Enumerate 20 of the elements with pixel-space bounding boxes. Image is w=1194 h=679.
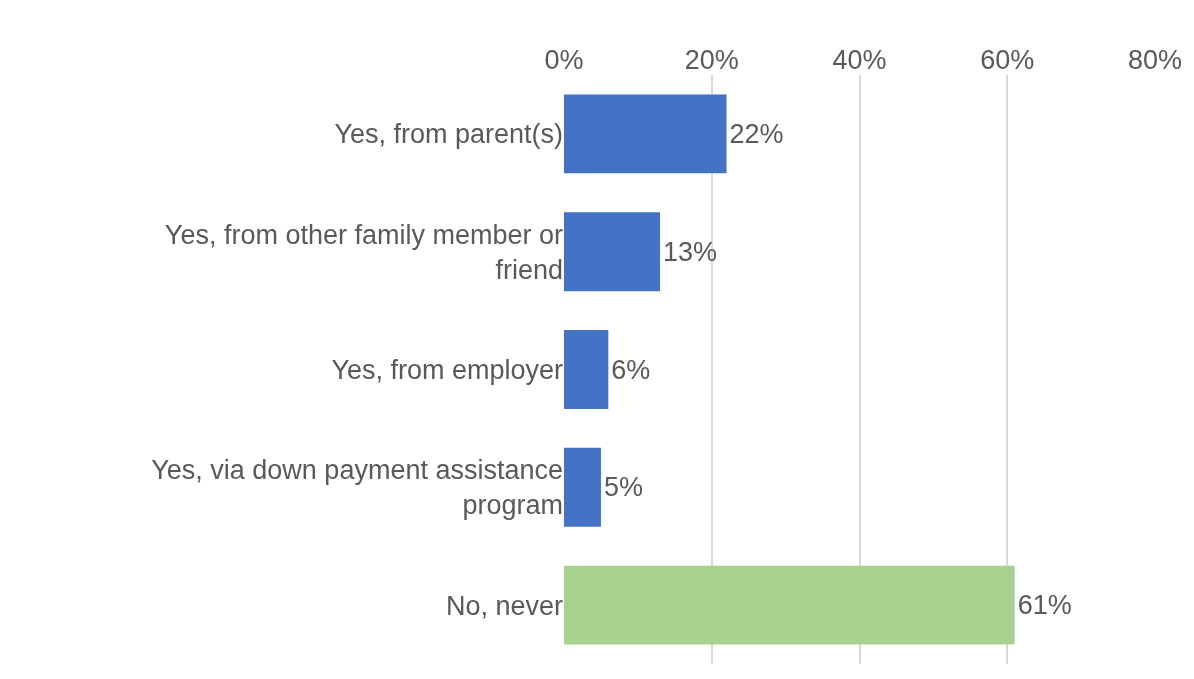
data-label: 13% bbox=[663, 236, 718, 267]
data-label: 6% bbox=[611, 354, 651, 385]
y-tick-label: Yes, from employer bbox=[331, 354, 563, 385]
x-tick-label: 0% bbox=[544, 44, 584, 75]
bar bbox=[564, 94, 727, 174]
bar bbox=[564, 212, 661, 292]
x-tick-label: 40% bbox=[832, 44, 887, 75]
data-label: 5% bbox=[603, 472, 643, 503]
bar bbox=[564, 447, 601, 527]
y-tick-label: Yes, via down payment assistance program bbox=[151, 455, 563, 521]
x-tick-label: 20% bbox=[684, 44, 739, 75]
y-tick-label: No, never bbox=[445, 590, 563, 621]
data-label: 61% bbox=[1017, 590, 1072, 621]
bar bbox=[564, 565, 1015, 645]
data-label: 22% bbox=[729, 118, 784, 149]
y-tick-label: Yes, from other family member or friend bbox=[164, 219, 563, 285]
x-tick-label: 80% bbox=[1127, 44, 1183, 75]
x-tick-label: 60% bbox=[980, 44, 1035, 75]
y-tick-label: Yes, from parent(s) bbox=[334, 119, 563, 150]
bar bbox=[564, 330, 609, 409]
